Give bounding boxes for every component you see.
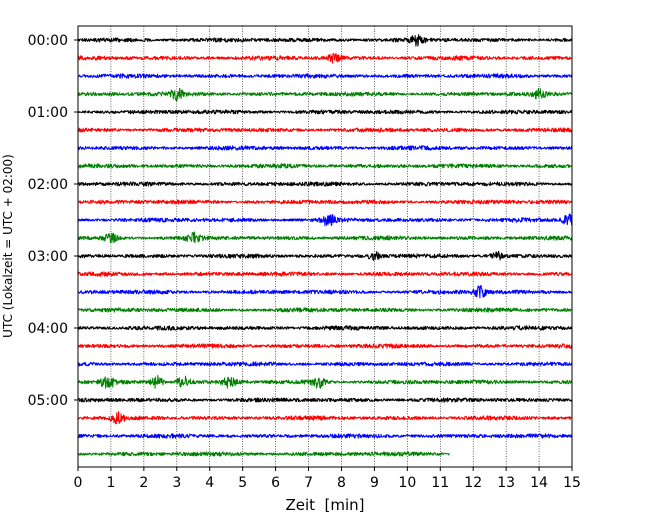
trace-line	[77, 397, 573, 403]
trace-line	[77, 307, 573, 313]
y-tick-label: 03:00	[28, 249, 68, 265]
trace-line	[77, 361, 573, 367]
trace-line	[77, 433, 573, 439]
y-axis-label: UTC (Lokalzeit = UTC + 02:00)	[1, 154, 15, 338]
x-tick-label: 11	[431, 475, 449, 491]
trace-line	[77, 73, 573, 79]
x-tick-label: 13	[497, 475, 515, 491]
trace-line	[77, 163, 573, 169]
x-tick-label: 14	[530, 475, 548, 491]
x-tick-label: 12	[464, 475, 482, 491]
x-axis-label: Zeit [min]	[285, 496, 364, 514]
trace-lines	[77, 34, 573, 457]
trace-line	[77, 285, 573, 299]
trace-line	[77, 231, 573, 244]
trace-line	[77, 411, 573, 425]
x-tick-label: 2	[139, 475, 148, 491]
x-tick-label: 4	[205, 475, 214, 491]
x-tick-label: 3	[172, 475, 181, 491]
trace-line	[77, 34, 573, 47]
y-tick-label: 04:00	[28, 321, 68, 337]
y-tick-label: 00:00	[28, 33, 68, 49]
x-tick-label: 7	[304, 475, 313, 491]
trace-line	[77, 325, 573, 331]
trace-line	[77, 199, 573, 205]
trace-line	[77, 451, 451, 457]
y-tick-label: 02:00	[28, 177, 68, 193]
trace-line	[77, 250, 573, 262]
trace-line	[77, 271, 573, 277]
trace-line	[77, 87, 573, 102]
trace-line	[77, 374, 573, 389]
grid-lines	[110, 26, 540, 467]
x-tick-label: 5	[238, 475, 247, 491]
y-tick-label: 01:00	[28, 105, 68, 121]
y-axis: 00:00 01:00 02:00 03:00 04:00 05:00	[28, 33, 78, 409]
x-axis: 0 1 2 3 4 5 6 7 8 9 10 11 12 13 14 15	[74, 467, 581, 491]
x-tick-label: 0	[74, 475, 83, 491]
trace-line	[77, 181, 573, 187]
trace-line	[77, 145, 573, 151]
x-tick-label: 6	[271, 475, 280, 491]
x-tick-label: 8	[337, 475, 346, 491]
plot-frame	[77, 25, 573, 468]
y-tick-label: 05:00	[28, 393, 68, 409]
trace-line	[77, 109, 573, 115]
trace-line	[77, 213, 573, 227]
x-tick-label: 15	[563, 475, 581, 491]
trace-line	[77, 52, 573, 64]
trace-line	[77, 343, 573, 349]
x-tick-label: 10	[398, 475, 416, 491]
trace-line	[77, 127, 573, 133]
x-tick-label: 9	[370, 475, 379, 491]
x-tick-label: 1	[106, 475, 115, 491]
